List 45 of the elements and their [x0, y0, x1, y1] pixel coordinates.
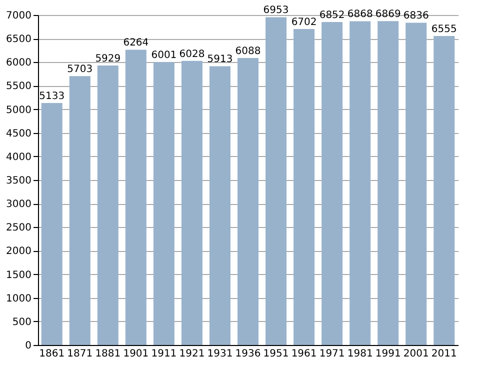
x-tick-label: 1911: [151, 348, 177, 360]
y-tick-label: 1500: [6, 270, 32, 281]
x-tick-label: 2011: [431, 348, 457, 360]
data-label: 6264: [123, 38, 149, 49]
data-label: 6555: [431, 24, 457, 35]
data-label: 5133: [39, 91, 65, 102]
y-tick-label: 3500: [6, 176, 32, 186]
data-label: 5703: [67, 64, 93, 76]
y-tick-label: 500: [12, 316, 32, 328]
y-tick-label: 3000: [6, 199, 32, 210]
data-label: 6088: [235, 46, 261, 57]
data-label: 6953: [263, 5, 289, 16]
x-tick-label: 1881: [95, 348, 121, 360]
data-label: 5929: [95, 53, 121, 64]
x-tick-label: 1961: [291, 348, 317, 360]
data-label: 5913: [207, 54, 233, 66]
data-label: 6028: [179, 48, 205, 60]
x-tick-label: 1991: [375, 348, 401, 360]
data-label: 6852: [319, 10, 345, 21]
y-tick-label: 0: [25, 340, 32, 352]
y-tick-label: 5000: [6, 104, 32, 116]
data-label: 6836: [403, 10, 429, 22]
y-tick-label: 6500: [6, 34, 32, 46]
data-label: 6869: [375, 9, 401, 20]
data-label: 6868: [347, 9, 373, 20]
data-label: 6702: [291, 17, 317, 28]
y-tick-label: 7000: [6, 10, 32, 22]
x-tick-label: 1936: [235, 348, 261, 360]
x-tick-label: 1971: [319, 348, 345, 360]
x-tick-label: 1981: [347, 348, 373, 360]
y-tick-label: 1000: [6, 293, 32, 304]
x-tick-label: 2001: [403, 348, 429, 360]
x-tick-label: 1931: [207, 348, 233, 360]
x-tick-label: 1951: [263, 348, 289, 360]
y-tick-label: 4000: [6, 152, 32, 163]
x-tick-label: 1871: [67, 348, 93, 360]
y-tick-label: 2500: [6, 222, 32, 234]
y-tick-label: 4500: [6, 128, 32, 140]
y-tick-label: 2000: [6, 246, 32, 258]
x-tick-label: 1901: [123, 348, 149, 360]
y-tick-label: 6000: [6, 58, 32, 69]
x-tick-label: 1921: [179, 348, 205, 360]
data-label: 6001: [151, 50, 177, 62]
y-tick-label: 5500: [6, 81, 32, 92]
x-tick-label: 1861: [39, 348, 65, 360]
